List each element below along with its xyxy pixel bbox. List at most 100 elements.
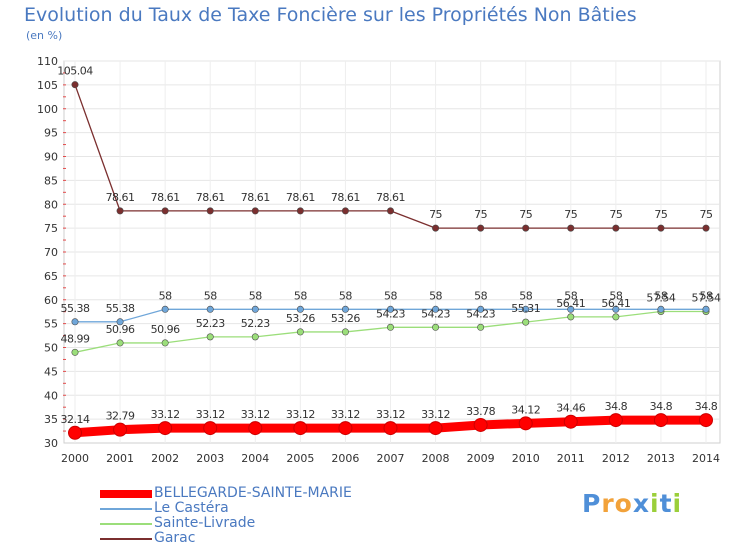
point-garac-2009 (477, 224, 485, 232)
data-label-le-castera-2010: 58 (519, 289, 532, 302)
legend-swatch-sainte-livrade (100, 522, 152, 525)
y-tick-label-75: 75 (44, 222, 58, 235)
data-label-le-castera-2006: 58 (339, 289, 352, 302)
y-tick-label-45: 45 (44, 365, 58, 378)
legend-item-bellegarde: BELLEGARDE-SAINTE-MARIE (100, 486, 352, 501)
data-label-sainte-livrade-2002: 50.96 (151, 323, 180, 336)
point-bellegarde-sainte-marie-2005 (293, 421, 308, 436)
point-sainte-livrade-2008 (432, 323, 440, 331)
data-label-le-castera-2002: 58 (159, 289, 172, 302)
x-tick-label-2007: 2007 (377, 452, 405, 465)
data-label-bellegarde-sainte-marie-2014: 34.8 (695, 400, 718, 413)
point-sainte-livrade-2009 (477, 323, 485, 331)
data-label-garac-2010: 75 (519, 208, 532, 221)
data-label-sainte-livrade-2006: 53.26 (331, 312, 360, 325)
point-bellegarde-sainte-marie-2004 (248, 421, 263, 436)
point-bellegarde-sainte-marie-2006 (338, 421, 353, 436)
y-tick-label-90: 90 (44, 151, 58, 164)
x-tick-label-2008: 2008 (422, 452, 450, 465)
data-label-sainte-livrade-2011: 56.41 (556, 297, 585, 310)
point-le-castera-2003 (206, 305, 214, 313)
point-le-castera-2000 (71, 318, 79, 326)
y-tick-label-110: 110 (37, 55, 58, 68)
point-garac-2008 (432, 224, 440, 232)
data-label-le-castera-2004: 58 (249, 289, 262, 302)
y-tick-label-55: 55 (44, 318, 58, 331)
data-label-bellegarde-sainte-marie-2006: 33.12 (331, 408, 360, 421)
data-label-garac-2003: 78.61 (196, 191, 225, 204)
data-label-le-castera-2005: 58 (294, 289, 307, 302)
data-label-le-castera-2009: 58 (474, 289, 487, 302)
data-label-sainte-livrade-2001: 50.96 (106, 323, 135, 336)
point-garac-2005 (296, 207, 304, 215)
data-label-le-castera-2007: 58 (384, 289, 397, 302)
data-label-garac-2011: 75 (564, 208, 577, 221)
data-label-sainte-livrade-2012: 56.41 (601, 297, 630, 310)
axes: 30 35 40 45 50 55 60 65 70 75 80 85 90 95 100 105 110 200… (37, 55, 720, 465)
data-label-sainte-livrade-2003: 52.23 (196, 317, 225, 330)
data-label-bellegarde-sainte-marie-2004: 33.12 (241, 408, 270, 421)
legend-swatch-garac (100, 537, 152, 540)
point-sainte-livrade-2011 (567, 313, 575, 321)
data-label-bellegarde-sainte-marie-2011: 34.46 (556, 402, 585, 415)
x-tick-label-2004: 2004 (241, 452, 269, 465)
point-bellegarde-sainte-marie-2010 (518, 416, 533, 431)
point-le-castera-2002 (161, 305, 169, 313)
legend-swatch-le-castera (100, 507, 152, 510)
point-garac-2010 (522, 224, 530, 232)
point-sainte-livrade-2005 (296, 328, 304, 336)
data-label-garac-2012: 75 (609, 208, 622, 221)
data-label-sainte-livrade-2005: 53.26 (286, 312, 315, 325)
data-label-bellegarde-sainte-marie-2001: 32.79 (106, 410, 135, 423)
x-tick-label-2002: 2002 (151, 452, 179, 465)
data-label-le-castera-2012: 58 (609, 289, 622, 302)
data-label-bellegarde-sainte-marie-2007: 33.12 (376, 408, 405, 421)
point-sainte-livrade-2007 (386, 323, 394, 331)
data-label-bellegarde-sainte-marie-2000: 32.14 (61, 413, 90, 426)
point-bellegarde-sainte-marie-2014 (699, 413, 713, 428)
data-label-le-castera-2011: 58 (564, 289, 577, 302)
point-garac-2012 (612, 224, 620, 232)
data-label-garac-2013: 75 (654, 208, 667, 221)
data-label-garac-2008: 75 (429, 208, 442, 221)
x-tick-label-2013: 2013 (647, 452, 675, 465)
point-le-castera-2012 (612, 305, 620, 313)
x-tick-label-2012: 2012 (602, 452, 630, 465)
data-label-le-castera-2003: 58 (204, 289, 217, 302)
legend-label-garac: Garac (154, 530, 196, 546)
y-tick-label-30: 30 (44, 437, 58, 450)
data-label-sainte-livrade-2007: 54.23 (376, 307, 405, 320)
y-tick-label-65: 65 (44, 270, 58, 283)
point-le-castera-2007 (386, 305, 394, 313)
data-label-bellegarde-sainte-marie-2008: 33.12 (421, 408, 450, 421)
data-label-garac-2004: 78.61 (241, 191, 270, 204)
data-label-garac-2001: 78.61 (106, 191, 135, 204)
logo-letter-i2: i (672, 489, 683, 518)
y-tick-label-50: 50 (44, 342, 58, 355)
point-bellegarde-sainte-marie-2007 (383, 421, 398, 436)
point-sainte-livrade-2006 (341, 328, 349, 336)
point-bellegarde-sainte-marie-2003 (203, 421, 218, 436)
point-garac-2006 (341, 207, 349, 215)
x-tick-label-2011: 2011 (557, 452, 585, 465)
point-le-castera-2006 (341, 305, 349, 313)
y-tick-label-60: 60 (44, 294, 58, 307)
point-le-castera-2008 (432, 305, 440, 313)
x-tick-label-2006: 2006 (331, 452, 359, 465)
point-sainte-livrade-2003 (206, 333, 214, 341)
point-le-castera-2005 (296, 305, 304, 313)
point-garac-2004 (251, 207, 259, 215)
point-le-castera-2004 (251, 305, 259, 313)
data-label-garac-2014: 75 (700, 208, 713, 221)
legend-item-garac: Garac (100, 531, 352, 546)
data-label-sainte-livrade-2010: 55.31 (511, 302, 540, 315)
x-tick-label-2000: 2000 (61, 452, 89, 465)
grid-lines (64, 60, 720, 443)
y-tick-label-70: 70 (44, 246, 58, 259)
legend-item-sainte-livrade: Sainte-Livrade (100, 516, 352, 531)
logo-letter-p: P (582, 489, 602, 518)
data-label-bellegarde-sainte-marie-2010: 34.12 (511, 403, 540, 416)
data-label-bellegarde-sainte-marie-2013: 34.8 (650, 400, 673, 413)
